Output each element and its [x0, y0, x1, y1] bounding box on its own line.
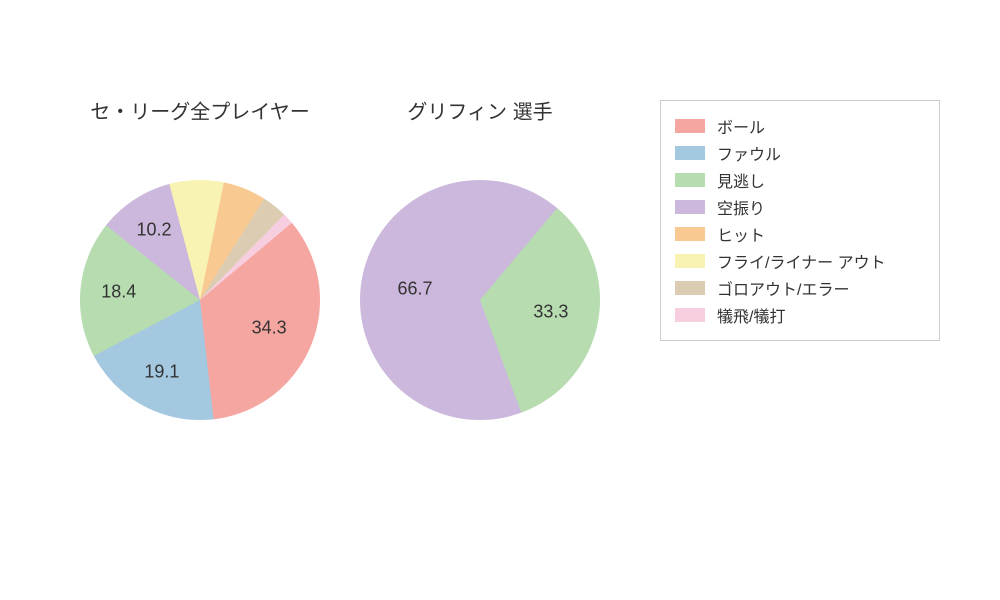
legend-swatch-groundout	[675, 281, 705, 295]
chart-title-player: グリフィン 選手	[407, 96, 552, 125]
legend-label-ball: ボール	[717, 114, 765, 138]
pie-disc-player	[360, 180, 600, 420]
legend-swatch-hit	[675, 227, 705, 241]
legend-item-foul: ファウル	[675, 141, 925, 165]
legend-item-swing: 空振り	[675, 195, 925, 219]
legend-item-sac: 犠飛/犠打	[675, 303, 925, 327]
chart-title-league: セ・リーグ全プレイヤー	[90, 96, 309, 125]
legend-label-sac: 犠飛/犠打	[717, 303, 785, 327]
legend-item-flyout: フライ/ライナー アウト	[675, 249, 925, 273]
legend-label-swing: 空振り	[717, 195, 765, 219]
legend-label-look: 見逃し	[717, 168, 765, 192]
legend-swatch-sac	[675, 308, 705, 322]
chart-stage: セ・リーグ全プレイヤー34.319.118.410.2グリフィン 選手33.36…	[0, 0, 1000, 600]
pie-disc-league	[80, 180, 320, 420]
legend-item-ball: ボール	[675, 114, 925, 138]
legend-item-groundout: ゴロアウト/エラー	[675, 276, 925, 300]
legend-item-hit: ヒット	[675, 222, 925, 246]
pie-player	[360, 180, 600, 420]
legend-swatch-look	[675, 173, 705, 187]
legend-label-hit: ヒット	[717, 222, 765, 246]
legend: ボールファウル見逃し空振りヒットフライ/ライナー アウトゴロアウト/エラー犠飛/…	[660, 100, 940, 341]
legend-swatch-foul	[675, 146, 705, 160]
legend-item-look: 見逃し	[675, 168, 925, 192]
legend-swatch-ball	[675, 119, 705, 133]
legend-swatch-flyout	[675, 254, 705, 268]
legend-label-foul: ファウル	[717, 141, 781, 165]
pie-league	[80, 180, 320, 420]
legend-label-groundout: ゴロアウト/エラー	[717, 276, 849, 300]
legend-label-flyout: フライ/ライナー アウト	[717, 249, 886, 273]
legend-swatch-swing	[675, 200, 705, 214]
